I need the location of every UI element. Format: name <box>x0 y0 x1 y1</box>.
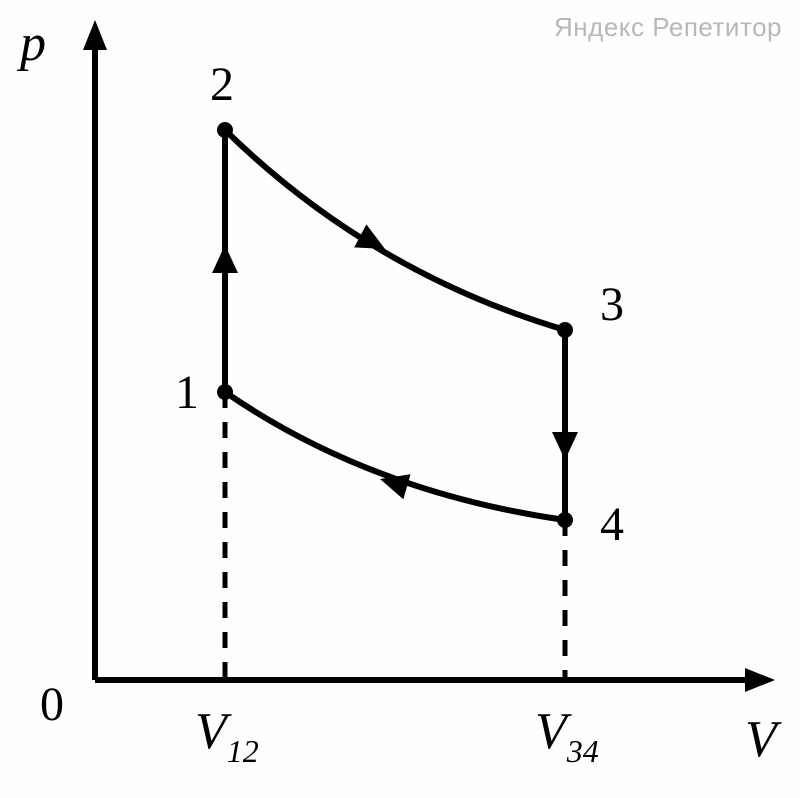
cycle-curves <box>212 130 578 520</box>
pv-diagram: 1 2 3 4 p V 0 V12 V34 <box>0 0 800 798</box>
x-axis-label: V <box>745 711 782 768</box>
tick-v34: V34 <box>535 703 599 769</box>
state-points <box>217 122 573 528</box>
tick-v12: V12 <box>195 703 259 769</box>
label-4: 4 <box>600 498 624 551</box>
label-2: 2 <box>210 58 234 111</box>
origin-label: 0 <box>40 678 64 731</box>
dashed-guides <box>225 392 565 680</box>
watermark: Яндекс Репетитор <box>554 12 782 43</box>
tick-labels: V12 V34 <box>195 703 599 769</box>
label-3: 3 <box>600 278 624 331</box>
point-2 <box>217 122 233 138</box>
label-1: 1 <box>175 366 199 419</box>
point-4 <box>557 512 573 528</box>
point-1 <box>217 384 233 400</box>
point-3 <box>557 322 573 338</box>
axes <box>83 20 775 692</box>
axis-labels: p V 0 <box>16 15 782 768</box>
y-axis-label: p <box>16 15 46 72</box>
